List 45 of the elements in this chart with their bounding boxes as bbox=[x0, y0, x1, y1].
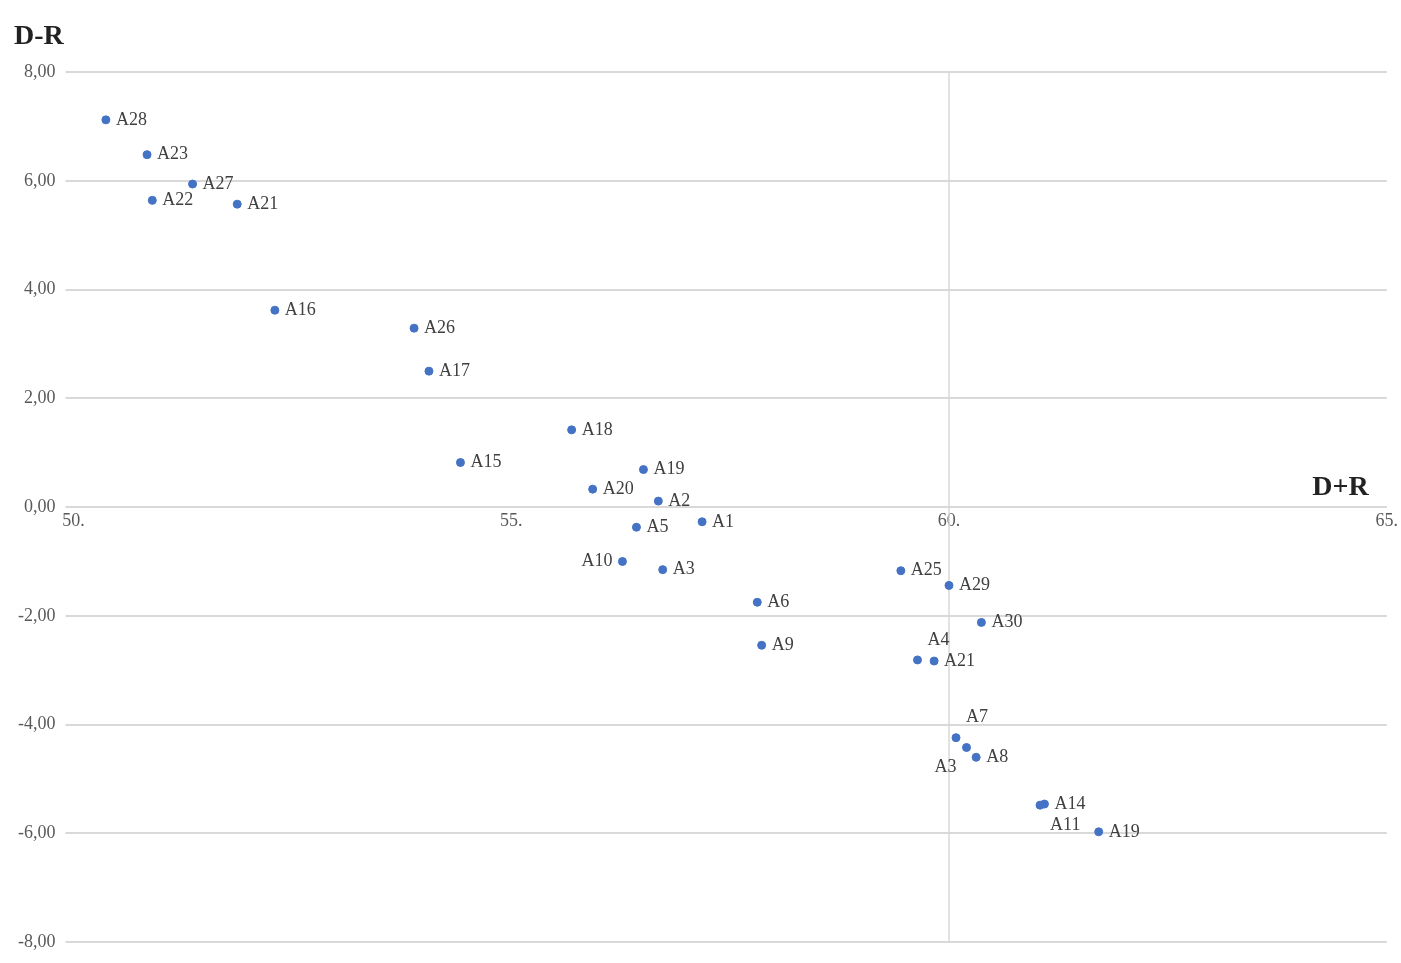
annotation: A19 bbox=[1108, 820, 1140, 841]
y-tick-label: -4,00 bbox=[17, 713, 56, 734]
y-tick-label: 2,00 bbox=[23, 387, 56, 408]
annotation: A17 bbox=[438, 359, 470, 380]
y-tick-label: 8,00 bbox=[23, 60, 56, 81]
annotation: A16 bbox=[284, 298, 316, 319]
annotation: A5 bbox=[646, 515, 669, 536]
y-axis-title: D-R bbox=[14, 19, 65, 50]
y-tick-label: 6,00 bbox=[23, 169, 56, 190]
annotation: A8 bbox=[986, 746, 1009, 767]
y-tick-label: -2,00 bbox=[17, 604, 56, 625]
annotation: A7 bbox=[966, 706, 988, 727]
annotation: A15 bbox=[470, 451, 502, 472]
annotation: A29 bbox=[959, 574, 990, 595]
annotation: A4 bbox=[927, 628, 950, 649]
annotation: A26 bbox=[424, 316, 456, 337]
annotation: A10 bbox=[581, 550, 613, 571]
annotation: A9 bbox=[771, 633, 794, 654]
y-tick-label: 4,00 bbox=[23, 278, 56, 299]
annotation: A18 bbox=[581, 418, 613, 439]
annotation: A27 bbox=[202, 172, 234, 193]
annotation: A11 bbox=[1050, 813, 1081, 834]
annotation: A6 bbox=[767, 591, 790, 612]
annotation: A28 bbox=[115, 108, 147, 129]
x-tick-label: 50. bbox=[62, 509, 85, 530]
annotation: A19 bbox=[653, 458, 685, 479]
x-tick-label: 60. bbox=[937, 509, 961, 530]
annotation: A25 bbox=[910, 559, 942, 580]
y-tick-label: 0,00 bbox=[23, 495, 56, 516]
annotation: A3 bbox=[934, 756, 957, 777]
annotation: A30 bbox=[991, 611, 1023, 632]
x-axis-title: D+R bbox=[1312, 470, 1370, 502]
annotation: A14 bbox=[1054, 792, 1086, 813]
annotation: A3 bbox=[672, 558, 695, 579]
annotation: A1 bbox=[712, 510, 735, 531]
annotation: A21 bbox=[247, 192, 279, 213]
annotation: A2 bbox=[668, 489, 691, 510]
x-tick-label: 65. bbox=[1375, 509, 1398, 530]
annotation: A23 bbox=[157, 143, 189, 164]
y-tick-label: -8,00 bbox=[17, 930, 56, 951]
annotation: A22 bbox=[162, 189, 194, 210]
annotation: A20 bbox=[602, 477, 634, 498]
x-tick-label: 55. bbox=[500, 509, 523, 530]
annotation: A21 bbox=[944, 649, 976, 670]
y-tick-label: -6,00 bbox=[17, 822, 56, 843]
